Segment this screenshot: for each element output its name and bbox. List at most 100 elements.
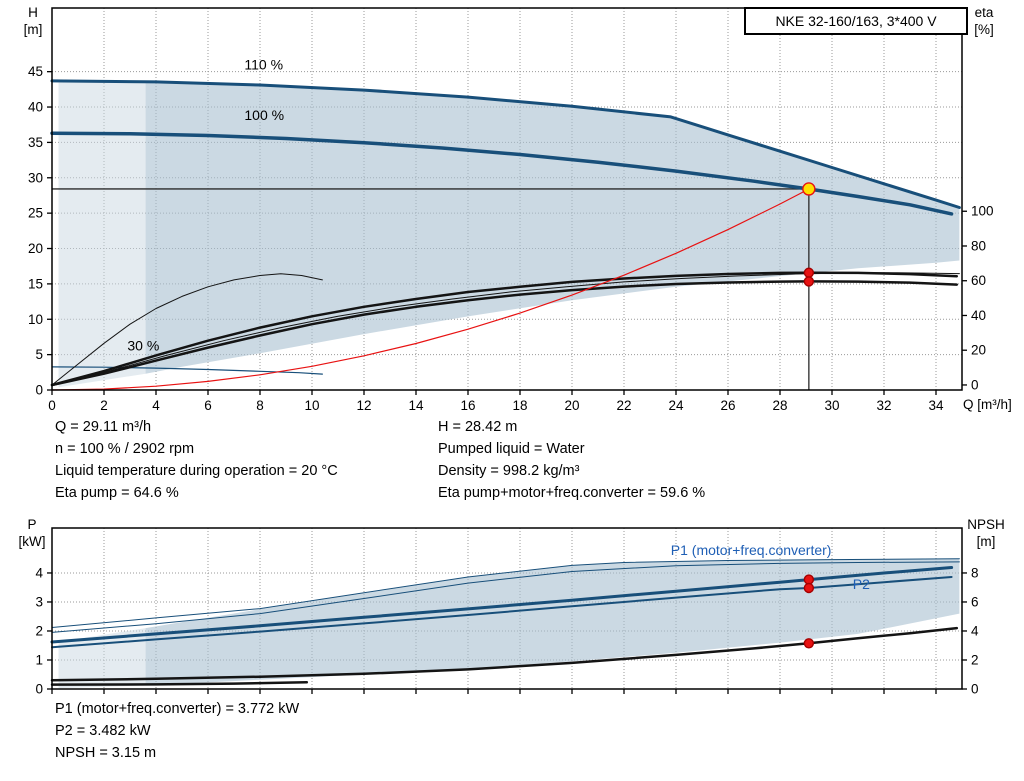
p2-100pct xyxy=(51,576,953,649)
y-right-tick-label: 0 xyxy=(971,377,979,392)
head-30pct xyxy=(51,366,323,375)
p2-point xyxy=(803,582,815,594)
eta-axis-title-symbol: eta xyxy=(974,5,994,20)
y-left-tick-label: 15 xyxy=(28,276,43,291)
y-right-tick-label: 80 xyxy=(971,238,986,253)
y-left-tick-label: 0 xyxy=(35,682,43,697)
y-left-tick-label: 25 xyxy=(28,206,43,221)
power-range-reduced-flow xyxy=(58,628,146,689)
y-right-tick-label: 40 xyxy=(971,308,986,323)
info-liquid-temperature: Liquid temperature during operation = 20… xyxy=(55,463,338,479)
x-tick-label: 14 xyxy=(408,398,424,413)
p1-100pct xyxy=(50,566,954,644)
plot-border xyxy=(51,7,963,391)
y-right-tick-label: 60 xyxy=(971,273,986,288)
eta-axis-title-unit: [%] xyxy=(974,22,994,37)
x-tick-label: 22 xyxy=(616,398,631,413)
duty-info-right: H = 28.42 m Pumped liquid = Water Densit… xyxy=(438,416,705,504)
p2-110pct xyxy=(51,561,960,633)
y-left-tick-label: 35 xyxy=(28,135,43,150)
info-head: H = 28.42 m xyxy=(438,419,518,435)
y-left-tick-label: 10 xyxy=(28,312,43,327)
p-axis-title: P [kW] xyxy=(10,516,54,550)
y-left-tick-label: 1 xyxy=(35,652,43,667)
operating-range-reduced-flow xyxy=(58,80,146,388)
npsh xyxy=(50,626,959,682)
info-density: Density = 998.2 kg/m³ xyxy=(438,463,580,479)
x-tick-label: 26 xyxy=(720,398,735,413)
x-tick-label: 32 xyxy=(876,398,891,413)
p1-110pct xyxy=(51,558,960,628)
x-tick-label: 34 xyxy=(928,398,944,413)
info-flow: Q = 29.11 m³/h xyxy=(55,419,152,435)
info-npsh: NPSH = 3.15 m xyxy=(55,745,157,761)
h-axis-title-symbol: H xyxy=(28,5,38,20)
chart-title-box: NKE 32-160/163, 3*400 V xyxy=(744,7,968,35)
x-tick-label: 0 xyxy=(48,398,56,413)
y-right-tick-label: 6 xyxy=(971,594,979,609)
info-p1: P1 (motor+freq.converter) = 3.772 kW xyxy=(55,701,300,717)
x-tick-label: 8 xyxy=(256,398,264,413)
curve-label: 110 % xyxy=(244,57,283,73)
y-right-tick-label: 0 xyxy=(971,682,979,697)
x-tick-label: 6 xyxy=(204,398,212,413)
system-curve xyxy=(51,188,810,391)
duty-point xyxy=(802,182,816,196)
y-right-tick-label: 4 xyxy=(971,623,979,638)
y-left-tick-label: 3 xyxy=(35,594,43,609)
info-speed: n = 100 % / 2902 rpm xyxy=(55,441,195,457)
x-tick-label: 28 xyxy=(772,398,787,413)
x-tick-label: 4 xyxy=(152,398,160,413)
y-left-tick-label: 4 xyxy=(35,565,43,580)
p-axis-title-unit: [kW] xyxy=(18,534,46,549)
head-110pct xyxy=(50,79,961,209)
info-p2: P2 = 3.482 kW xyxy=(55,723,151,739)
y-right-tick-label: 8 xyxy=(971,565,979,580)
y-left-tick-label: 40 xyxy=(28,100,43,115)
eta-axis-title: eta [%] xyxy=(961,4,1007,38)
x-tick-label: 12 xyxy=(356,398,371,413)
h-axis-title: H [m] xyxy=(13,4,53,38)
x-tick-label: 16 xyxy=(460,398,475,413)
head-100pct xyxy=(50,131,954,216)
x-tick-label: 10 xyxy=(304,398,319,413)
eta-total-point xyxy=(803,276,815,287)
curve-label: 30 % xyxy=(127,337,159,353)
x-tick-label: 24 xyxy=(668,398,684,413)
npsh-point xyxy=(803,638,815,649)
duty-info-left: Q = 29.11 m³/h n = 100 % / 2902 rpm Liqu… xyxy=(55,416,338,504)
x-tick-label: 2 xyxy=(100,398,108,413)
y-left-tick-label: 45 xyxy=(28,64,43,79)
eta-pump-30pct xyxy=(51,273,323,386)
y-left-tick-label: 2 xyxy=(35,623,43,638)
operating-range xyxy=(145,81,960,374)
y-left-tick-label: 5 xyxy=(35,347,43,362)
info-pumped-liquid: Pumped liquid = Water xyxy=(438,441,585,457)
x-tick-label: 20 xyxy=(564,398,579,413)
curve-label: 100 % xyxy=(244,107,284,123)
y-right-tick-label: 20 xyxy=(971,343,986,358)
npsh-axis-title-symbol: NPSH xyxy=(967,517,1005,532)
curve-label: P2 xyxy=(853,576,870,592)
eta-pump-110pct xyxy=(51,272,960,386)
eta-pump-point xyxy=(803,267,815,278)
plot-border xyxy=(51,527,963,690)
x-tick-label: 18 xyxy=(512,398,527,413)
y-right-tick-label: 100 xyxy=(971,204,994,219)
y-left-tick-label: 30 xyxy=(28,170,43,185)
npsh-axis-title-unit: [m] xyxy=(976,534,996,549)
x-tick-label: 30 xyxy=(824,398,839,413)
curve-label: P1 (motor+freq.converter) xyxy=(671,542,832,558)
info-eta-pump: Eta pump = 64.6 % xyxy=(55,485,179,501)
info-eta-total: Eta pump+motor+freq.converter = 59.6 % xyxy=(438,485,706,501)
q-axis-title: Q [m³/h] xyxy=(963,397,1012,412)
p1-point xyxy=(803,574,815,585)
power-info: P1 (motor+freq.converter) = 3.772 kW P2 … xyxy=(55,698,299,764)
npsh-axis-title: NPSH [m] xyxy=(960,516,1012,550)
p-axis-title-symbol: P xyxy=(27,517,37,532)
y-right-tick-label: 2 xyxy=(971,652,979,667)
y-left-tick-label: 20 xyxy=(28,241,43,256)
h-axis-title-unit: [m] xyxy=(23,22,43,37)
